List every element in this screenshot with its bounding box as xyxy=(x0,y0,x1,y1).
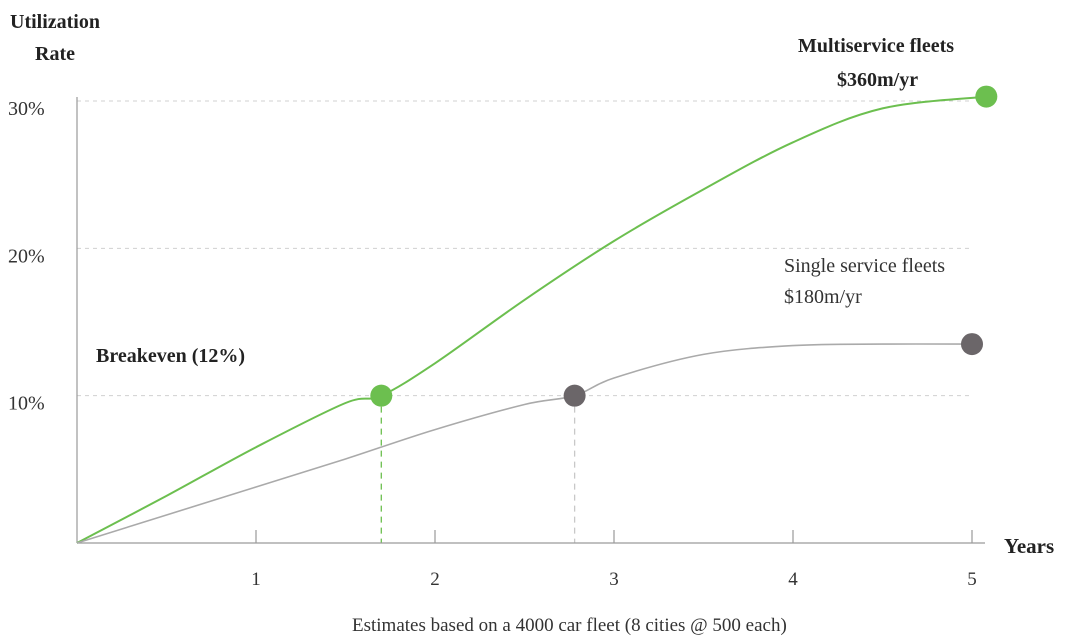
y-tick-label: 30% xyxy=(8,98,45,120)
y-axis-title-line1: Utilization xyxy=(10,11,100,33)
x-tick-label: 3 xyxy=(609,569,619,590)
series-marker xyxy=(563,384,586,407)
y-tick-label: 20% xyxy=(8,245,45,267)
x-tick-label: 2 xyxy=(430,569,440,590)
series-line-single-service xyxy=(76,343,973,544)
breakeven-label: Breakeven (12%) xyxy=(96,345,245,367)
breakeven-drop-lines xyxy=(380,395,576,543)
series-value-multiservice: $360m/yr xyxy=(837,69,918,91)
series-marker xyxy=(975,85,998,108)
chart-footnote: Estimates based on a 4000 car fleet (8 c… xyxy=(352,615,787,636)
x-tick-label: 1 xyxy=(251,569,261,590)
y-tick-label: 10% xyxy=(8,393,45,415)
x-axis-ticks: 1 2 3 4 5 xyxy=(251,530,977,590)
series-value-single: $180m/yr xyxy=(784,286,862,308)
series-name-single: Single service fleets xyxy=(784,255,945,277)
y-axis-title-line2: Rate xyxy=(35,43,75,65)
series-markers xyxy=(370,85,998,407)
x-tick-label: 4 xyxy=(788,569,798,590)
series-marker xyxy=(961,333,983,356)
x-tick-label: 5 xyxy=(967,569,977,590)
series-marker xyxy=(370,384,393,407)
gridlines: 10% 20% 30% xyxy=(8,98,972,415)
series-name-multiservice: Multiservice fleets xyxy=(798,35,954,57)
series-line-multiservice xyxy=(76,95,987,544)
series-lines xyxy=(76,95,987,544)
x-axis-title: Years xyxy=(1004,534,1054,558)
